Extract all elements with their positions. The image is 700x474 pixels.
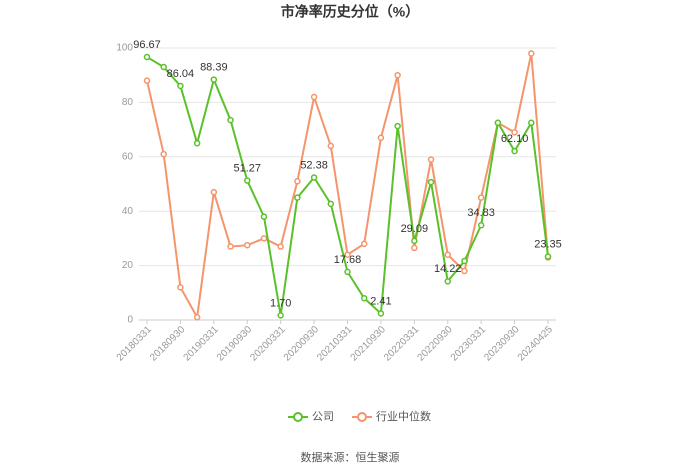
legend-label[interactable]: 公司 bbox=[312, 411, 334, 423]
point bbox=[143, 77, 151, 84]
point bbox=[360, 294, 368, 302]
point bbox=[244, 177, 251, 184]
x-tick-label: 20190331 bbox=[182, 324, 222, 364]
point bbox=[327, 200, 335, 208]
point bbox=[477, 222, 485, 229]
x-tick-label: 20200331 bbox=[248, 324, 288, 364]
point bbox=[394, 71, 401, 79]
point bbox=[461, 267, 468, 275]
point bbox=[477, 194, 485, 201]
point bbox=[227, 243, 234, 250]
data-label: 29.09 bbox=[401, 223, 429, 235]
point bbox=[260, 235, 268, 242]
data-label: 52.38 bbox=[300, 159, 328, 171]
point bbox=[411, 244, 418, 252]
data-label: 88.39 bbox=[200, 61, 228, 73]
x-tick-label: 20190930 bbox=[215, 324, 255, 364]
legend-marker[interactable] bbox=[357, 412, 367, 422]
point bbox=[294, 194, 301, 201]
point bbox=[310, 174, 318, 181]
point bbox=[377, 134, 385, 142]
point bbox=[427, 156, 435, 163]
point bbox=[411, 237, 418, 245]
source: 数据来源：恒生聚源 bbox=[301, 450, 400, 464]
point bbox=[344, 251, 351, 258]
x-tick-label: 20210930 bbox=[349, 324, 389, 364]
point bbox=[260, 213, 268, 220]
data-label: 23.35 bbox=[534, 238, 562, 250]
point bbox=[377, 310, 385, 317]
x-tick-label: 20220331 bbox=[382, 324, 422, 364]
point bbox=[143, 53, 151, 61]
x-tick-label: 20240425 bbox=[516, 324, 556, 364]
chart-title: 市净率历史分位（%） bbox=[281, 4, 419, 20]
data-label: 17.68 bbox=[334, 254, 362, 266]
series-line bbox=[146, 56, 549, 316]
point bbox=[193, 314, 201, 321]
point bbox=[177, 82, 184, 90]
legend-label[interactable]: 行业中位数 bbox=[376, 409, 431, 423]
point bbox=[310, 93, 318, 101]
point bbox=[210, 188, 218, 196]
point bbox=[294, 178, 301, 185]
x-tick-label: 20220930 bbox=[415, 324, 455, 364]
point bbox=[528, 50, 535, 57]
data-label: 51.27 bbox=[233, 162, 261, 174]
point bbox=[210, 76, 218, 83]
point bbox=[227, 116, 234, 124]
point bbox=[277, 243, 284, 250]
data-label: 96.67 bbox=[133, 39, 161, 51]
legend-marker[interactable] bbox=[293, 412, 303, 422]
data-label: 1.70 bbox=[270, 297, 291, 309]
point bbox=[360, 240, 368, 248]
data-label: 2.41 bbox=[370, 295, 391, 307]
y-tick-label: 60 bbox=[122, 151, 134, 162]
data-label: 14.22 bbox=[434, 263, 462, 275]
x-tick-label: 20210331 bbox=[315, 324, 355, 364]
point bbox=[528, 119, 535, 127]
point bbox=[511, 129, 518, 136]
data-label: 62.10 bbox=[501, 133, 529, 145]
point bbox=[160, 150, 167, 158]
x-tick-label: 20180331 bbox=[115, 324, 155, 364]
point bbox=[344, 268, 351, 276]
point bbox=[244, 241, 251, 249]
point bbox=[327, 142, 335, 150]
y-tick-label: 20 bbox=[122, 260, 134, 271]
point bbox=[427, 178, 435, 186]
data-label: 86.04 bbox=[167, 68, 195, 80]
x-tick-label: 20180930 bbox=[148, 324, 188, 364]
point bbox=[177, 284, 184, 291]
y-tick-label: 0 bbox=[127, 315, 133, 326]
point bbox=[444, 251, 451, 258]
point bbox=[444, 278, 451, 285]
y-tick-label: 80 bbox=[122, 97, 134, 108]
y-tick-label: 40 bbox=[122, 206, 134, 217]
point bbox=[494, 119, 502, 127]
point bbox=[277, 312, 284, 319]
point bbox=[160, 63, 167, 71]
x-tick-label: 20230930 bbox=[482, 324, 522, 364]
point bbox=[193, 139, 201, 147]
y-tick-label: 100 bbox=[116, 43, 133, 54]
point bbox=[461, 257, 468, 265]
point bbox=[394, 122, 401, 130]
point bbox=[511, 147, 518, 155]
point bbox=[544, 253, 552, 260]
x-tick-label: 20230331 bbox=[449, 324, 489, 364]
data-label: 34.83 bbox=[467, 207, 495, 219]
x-tick-label: 20200930 bbox=[282, 324, 322, 364]
